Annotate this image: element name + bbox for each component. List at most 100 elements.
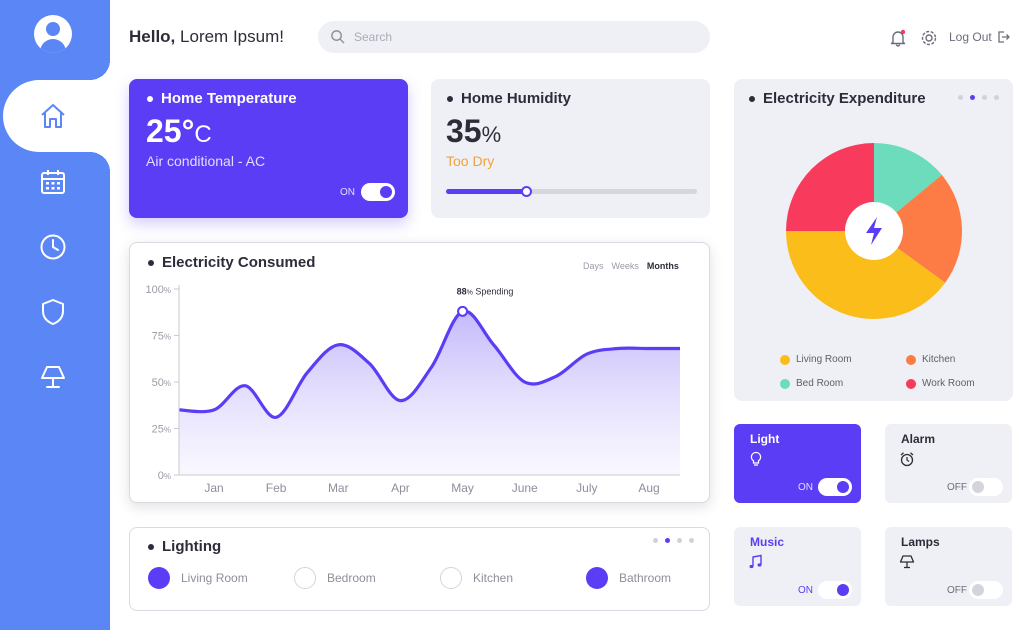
room-label: Bathroom	[619, 571, 672, 585]
pie-slice-living-room	[786, 231, 946, 319]
x-tick-label: May	[451, 481, 474, 495]
shield-icon	[42, 299, 64, 325]
temperature-value: 25°C	[146, 113, 212, 150]
humidity-title-text: Home Humidity	[461, 90, 572, 107]
room-toggle[interactable]	[440, 567, 462, 589]
search-bar[interactable]	[318, 21, 710, 53]
room-bathroom[interactable]: Bathroom	[586, 567, 671, 589]
pie-slice-kitchen	[874, 174, 962, 283]
alarm-state: OFF	[947, 482, 967, 493]
logout-icon	[998, 31, 1010, 43]
music-name: Music	[750, 535, 785, 549]
range-tabs: Days Weeks Months	[583, 261, 679, 271]
light-state: ON	[798, 482, 813, 493]
room-toggle[interactable]	[148, 567, 170, 589]
x-tick-label: Feb	[266, 481, 287, 495]
legend-label: Bed Room	[796, 378, 844, 389]
y-tick-label: 25%	[152, 424, 171, 436]
greeting-hello: Hello,	[129, 27, 176, 46]
room-label: Bedroom	[327, 571, 376, 585]
peak-annotation: 88% Spending	[457, 286, 514, 296]
calendar-icon	[41, 170, 65, 194]
alarm-clock-icon	[900, 452, 914, 467]
peak-point[interactable]	[457, 305, 469, 317]
lighting-title-text: Lighting	[162, 538, 222, 555]
light-toggle[interactable]	[818, 478, 852, 496]
avatar[interactable]	[34, 15, 72, 53]
temperature-unit: C	[194, 121, 212, 148]
lighting-pager[interactable]	[653, 538, 694, 543]
lamps-state: OFF	[947, 585, 967, 596]
expenditure-pager[interactable]	[958, 95, 999, 100]
legend-bed-room: Bed Room	[780, 378, 843, 389]
room-label: Kitchen	[473, 571, 514, 585]
sidebar-item-clock[interactable]	[38, 232, 68, 262]
alarm-toggle[interactable]	[969, 478, 1003, 496]
logout-label: Log Out	[949, 30, 992, 44]
temperature-toggle-label: ON	[340, 187, 355, 198]
y-tick-label: 0%	[158, 470, 171, 482]
lamp-icon	[899, 555, 915, 569]
pie-slice-work-room	[786, 143, 874, 231]
sidebar-item-calendar[interactable]	[38, 167, 68, 197]
humidity-unit: %	[481, 122, 502, 147]
humidity-title: Home Humidity	[447, 90, 571, 107]
lighting-title: Lighting	[148, 538, 221, 555]
room-living-room[interactable]: Living Room	[148, 567, 248, 589]
y-tick-label: 75%	[152, 331, 171, 343]
legend-label: Living Room	[796, 354, 852, 365]
room-label: Living Room	[181, 571, 248, 585]
room-toggle[interactable]	[294, 567, 316, 589]
music-card[interactable]: Music ON	[734, 527, 861, 606]
music-toggle[interactable]	[818, 581, 852, 599]
lamps-card[interactable]: Lamps OFF	[885, 527, 1012, 606]
tab-days[interactable]: Days	[583, 261, 604, 271]
lightning-icon	[866, 217, 882, 245]
light-card[interactable]: Light ON	[734, 424, 861, 503]
x-tick-label: Apr	[391, 481, 410, 495]
expenditure-pie	[783, 140, 965, 322]
lamps-toggle[interactable]	[969, 581, 1003, 599]
y-tick-label: 50%	[152, 377, 171, 389]
sidebar-item-security[interactable]	[38, 297, 68, 327]
clock-icon	[40, 234, 66, 260]
legend-living-room: Living Room	[780, 354, 852, 365]
temperature-number: 25°	[146, 113, 195, 149]
notifications-button[interactable]	[889, 29, 907, 47]
logout-button[interactable]: Log Out	[949, 30, 1010, 44]
humidity-slider-thumb[interactable]	[521, 186, 533, 197]
x-tick-label: July	[576, 481, 597, 495]
room-bedroom[interactable]: Bedroom	[294, 567, 376, 589]
legend-kitchen: Kitchen	[906, 354, 955, 365]
tab-months[interactable]: Months	[646, 261, 679, 271]
tab-weeks[interactable]: Weeks	[611, 261, 639, 271]
room-toggle[interactable]	[586, 567, 608, 589]
sidebar	[0, 0, 110, 630]
x-tick-label: June	[512, 481, 538, 495]
humidity-number: 35	[446, 113, 482, 149]
temperature-toggle[interactable]	[361, 183, 395, 201]
temperature-mode: Air conditional - AC	[146, 153, 266, 169]
alarm-card[interactable]: Alarm OFF	[885, 424, 1012, 503]
lighting-card: Lighting Living Room Bedroom Kitchen Bat…	[129, 527, 710, 611]
sidebar-item-lamp[interactable]	[38, 362, 68, 392]
consumption-chart: 100% 75% 50% 25% 0% Jan Feb Mar Apr May June July Au…	[146, 284, 680, 495]
y-tick-label: 100%	[146, 284, 171, 296]
temperature-title: Home Temperature	[147, 90, 297, 107]
gear-icon	[921, 30, 937, 46]
x-tick-label: Mar	[328, 481, 349, 495]
expenditure-title: Electricity Expenditure	[749, 90, 926, 107]
legend-work-room: Work Room	[906, 378, 975, 389]
consumed-title: Electricity Consumed	[148, 254, 315, 271]
consumed-title-text: Electricity Consumed	[162, 254, 316, 271]
settings-button[interactable]	[920, 29, 938, 47]
room-kitchen[interactable]: Kitchen	[440, 567, 513, 589]
music-note-icon	[749, 554, 762, 569]
x-tick-label: Jan	[204, 481, 223, 495]
humidity-slider[interactable]	[446, 186, 697, 197]
legend-label: Work Room	[922, 378, 975, 389]
light-name: Light	[750, 432, 780, 446]
search-icon	[331, 30, 345, 44]
sidebar-item-home[interactable]	[38, 101, 68, 131]
search-input[interactable]	[354, 27, 694, 47]
